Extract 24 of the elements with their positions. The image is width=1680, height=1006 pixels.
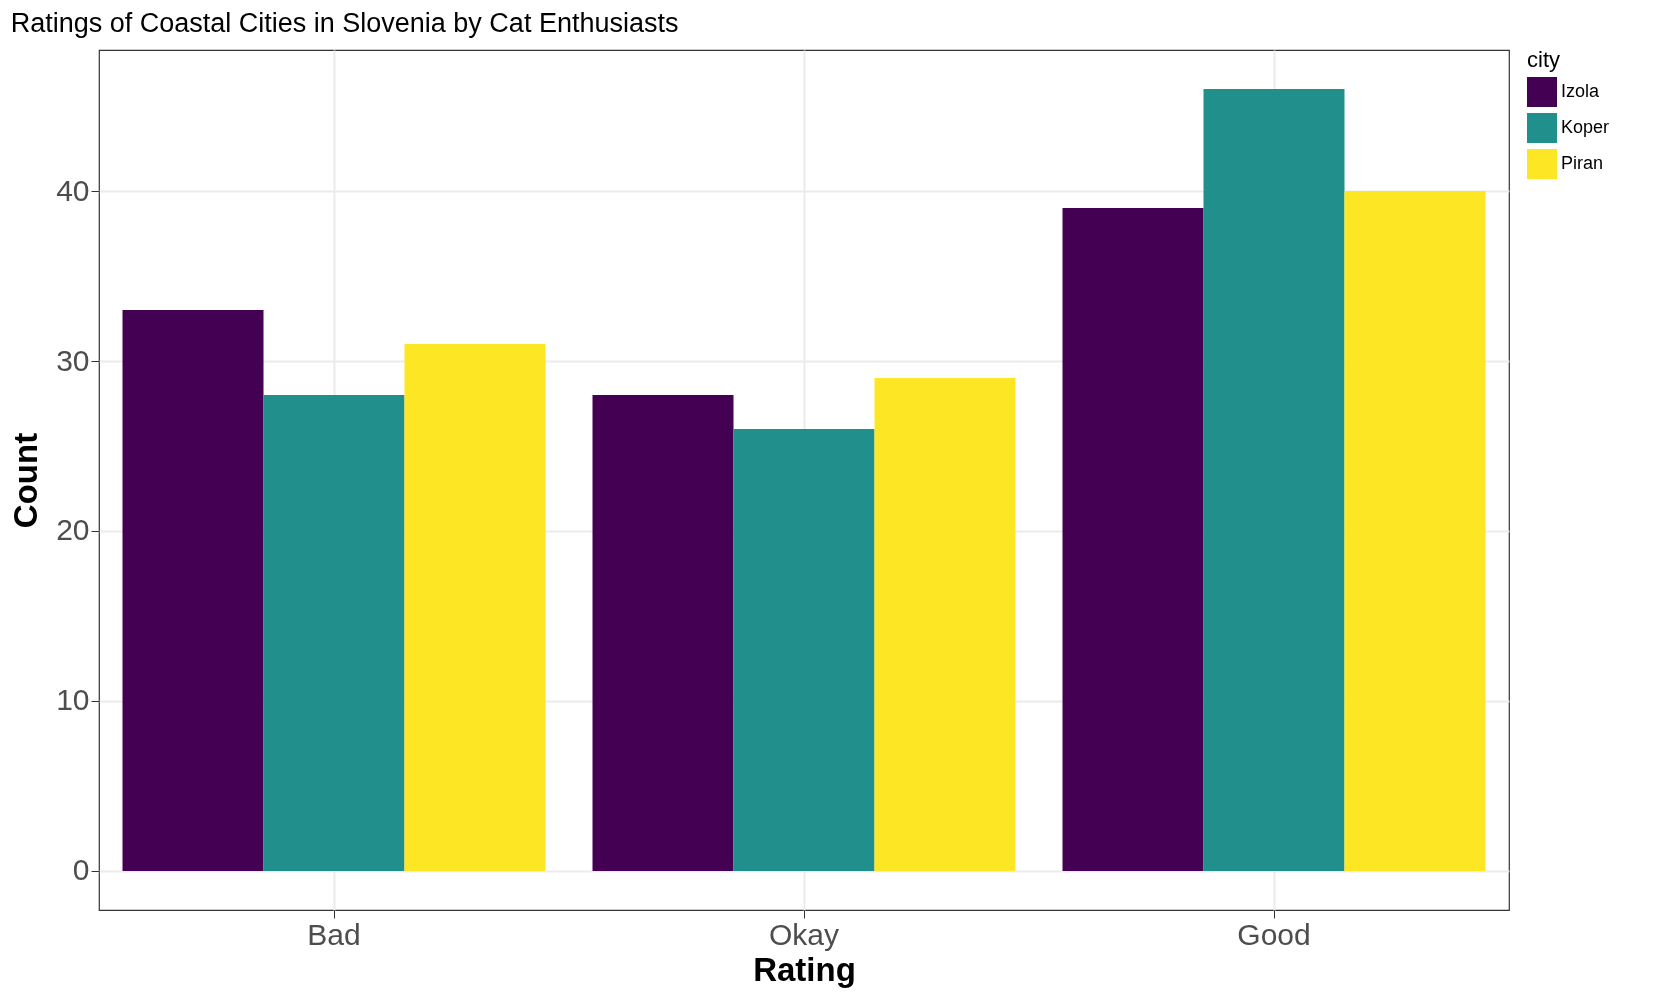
x-tick-label: Bad xyxy=(307,917,361,951)
x-tick-label: Okay xyxy=(768,917,840,951)
y-axis-title: Count xyxy=(7,432,45,529)
y-tick-label: 10 xyxy=(56,683,90,717)
bar xyxy=(404,344,546,871)
bar xyxy=(592,395,734,871)
bar xyxy=(122,310,264,871)
bar xyxy=(1062,208,1204,871)
y-tick-label: 40 xyxy=(56,173,90,207)
legend-label: Piran xyxy=(1561,153,1604,173)
legend-label: Koper xyxy=(1561,117,1610,137)
bar xyxy=(1344,191,1486,871)
y-tick-label: 0 xyxy=(72,853,90,887)
x-axis-title: Rating xyxy=(753,950,856,988)
legend-label: Izola xyxy=(1561,81,1601,101)
y-tick-label: 20 xyxy=(56,513,90,547)
legend-title: city xyxy=(1527,47,1560,72)
bar xyxy=(733,429,875,871)
bar xyxy=(874,378,1016,871)
bar xyxy=(263,395,405,871)
x-tick-label: Good xyxy=(1237,917,1311,951)
chart-title: Ratings of Coastal Cities in Slovenia by Cat Enthusiasts xyxy=(10,8,679,38)
bar xyxy=(1203,89,1345,871)
y-tick-label: 30 xyxy=(56,343,90,377)
